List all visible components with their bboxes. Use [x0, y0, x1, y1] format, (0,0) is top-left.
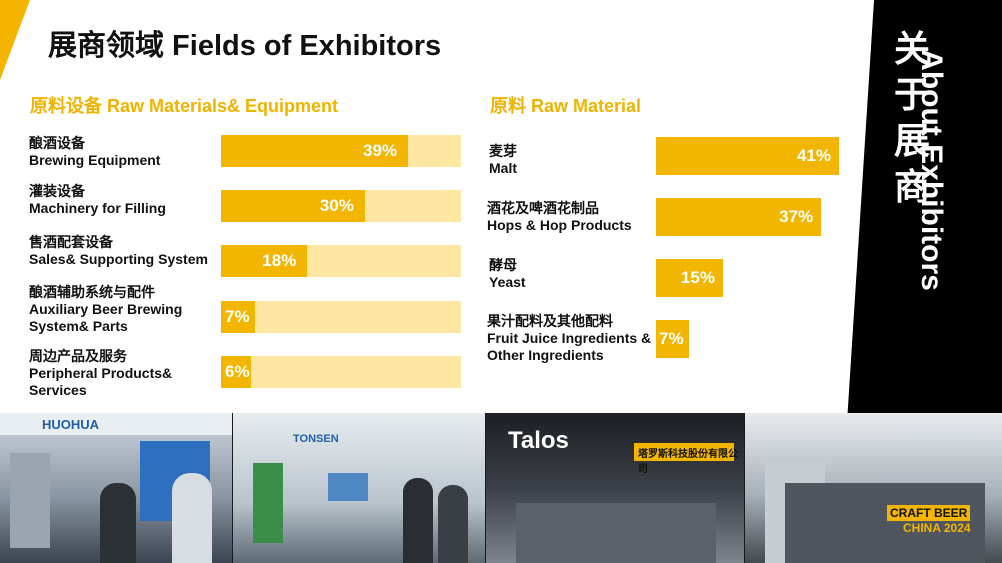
- exhibition-photo: TONSEN: [233, 413, 485, 563]
- left-item-label: 灌装设备 Machinery for Filling: [29, 183, 166, 217]
- right-bar: 41%: [656, 137, 839, 175]
- booth-sign: 塔罗斯科技股份有限公司: [638, 449, 738, 475]
- exhibition-photo: CRAFT BEER CHINA 2024: [745, 413, 1002, 563]
- side-title-en: About Exhibitors: [915, 49, 948, 291]
- right-bar-value: 15%: [680, 268, 715, 287]
- label-zh: 果汁配料及其他配料: [487, 313, 613, 329]
- left-section-title: 原料设备 Raw Materials& Equipment: [30, 96, 339, 116]
- event-logo: CHINA 2024: [903, 521, 971, 535]
- exhibition-photo: HUOHUA: [0, 413, 232, 563]
- booth-sign: Talos: [508, 427, 569, 454]
- left-bar-track: 7%: [221, 301, 461, 333]
- photo-banner: [0, 413, 232, 435]
- exhibition-photo-strip: HUOHUA TONSEN Talos 塔罗斯科技股份有限公司 CRAFT BE…: [0, 413, 1002, 563]
- left-item-label: 周边产品及服务 Peripheral Products& Services: [29, 348, 179, 399]
- label-zh: 灌装设备: [29, 183, 85, 199]
- exhibition-photo: Talos 塔罗斯科技股份有限公司: [486, 413, 744, 563]
- label-zh: 周边产品及服务: [29, 348, 127, 364]
- label-zh: 酒花及啤酒花制品: [487, 200, 599, 216]
- left-bar-value: 30%: [319, 196, 354, 215]
- side-title-zh: 关 于 展 商: [888, 26, 936, 210]
- left-item-label: 酿酒辅助系统与配件 Auxiliary Beer Brewing System&…: [29, 284, 209, 335]
- person-silhouette: [403, 478, 433, 563]
- side-title-zh-char: 商: [893, 166, 930, 207]
- label-en: Fruit Juice Ingredients & Other Ingredie…: [487, 330, 652, 363]
- crowd-shape: [785, 483, 985, 563]
- right-bar: 37%: [656, 198, 822, 236]
- side-title-zh-char: 展: [893, 120, 930, 161]
- label-en: Auxiliary Beer Brewing System& Parts: [29, 301, 183, 334]
- right-item-label: 果汁配料及其他配料 Fruit Juice Ingredients & Othe…: [487, 313, 652, 364]
- right-item-label: 麦芽 Malt: [489, 143, 517, 177]
- crowd-shape: [516, 503, 716, 563]
- label-zh: 酿酒设备: [29, 135, 85, 151]
- left-item-label: 酿酒设备 Brewing Equipment: [29, 135, 160, 169]
- left-bar-fill: [221, 190, 365, 222]
- right-item-label: 酒花及啤酒花制品 Hops & Hop Products: [487, 200, 632, 234]
- booth-sign-plate: [634, 443, 734, 461]
- person-silhouette: [438, 485, 468, 563]
- right-section-title: 原料 Raw Material: [490, 96, 642, 116]
- label-en: Peripheral Products& Services: [29, 365, 173, 398]
- corner-accent: [0, 0, 30, 80]
- left-bar-value: 6%: [225, 362, 250, 381]
- left-bar-fill: [221, 301, 255, 333]
- left-bar-value: 39%: [363, 141, 398, 160]
- booth-sign: HUOHUA: [42, 417, 100, 432]
- label-zh: 酵母: [489, 257, 517, 273]
- label-en: Yeast: [489, 274, 526, 290]
- person-silhouette: [172, 473, 212, 563]
- left-bar-track: 18%: [221, 245, 461, 277]
- label-zh: 售酒配套设备: [29, 234, 113, 250]
- right-bar-value: 7%: [659, 329, 684, 348]
- page-title: 展商领域 Fields of Exhibitors: [48, 30, 442, 62]
- right-bar: 15%: [656, 259, 723, 297]
- right-bar-value: 37%: [779, 207, 814, 226]
- equipment-shape: [10, 453, 50, 548]
- left-bar-value: 7%: [225, 307, 250, 326]
- event-logo: CRAFT BEER: [887, 505, 971, 521]
- plant-shape: [253, 463, 283, 543]
- right-item-label: 酵母 Yeast: [489, 257, 526, 291]
- side-title-zh-char: 关: [893, 28, 930, 69]
- left-bar-value: 18%: [262, 251, 297, 270]
- left-item-label: 售酒配套设备 Sales& Supporting System: [29, 234, 208, 268]
- label-en: Machinery for Filling: [29, 200, 166, 216]
- label-zh: 麦芽: [489, 143, 517, 159]
- label-zh: 酿酒辅助系统与配件: [29, 284, 155, 300]
- left-bar-track: 6%: [221, 356, 461, 388]
- label-en: Brewing Equipment: [29, 152, 161, 168]
- left-bar-track: 30%: [221, 190, 461, 222]
- right-bar-value: 41%: [796, 146, 831, 165]
- left-bar-fill: [221, 356, 251, 388]
- left-bar-fill: [221, 135, 408, 167]
- label-en: Sales& Supporting System: [29, 251, 208, 267]
- label-en: Hops & Hop Products: [487, 217, 632, 233]
- screen-shape: [328, 473, 368, 501]
- left-bar-track: 39%: [221, 135, 461, 167]
- booth-sign: TONSEN: [293, 433, 339, 445]
- label-en: Malt: [489, 160, 517, 176]
- left-bar-fill: [221, 245, 308, 277]
- person-silhouette: [100, 483, 136, 563]
- side-title-zh-char: 于: [893, 74, 930, 115]
- right-bar: 7%: [656, 320, 689, 358]
